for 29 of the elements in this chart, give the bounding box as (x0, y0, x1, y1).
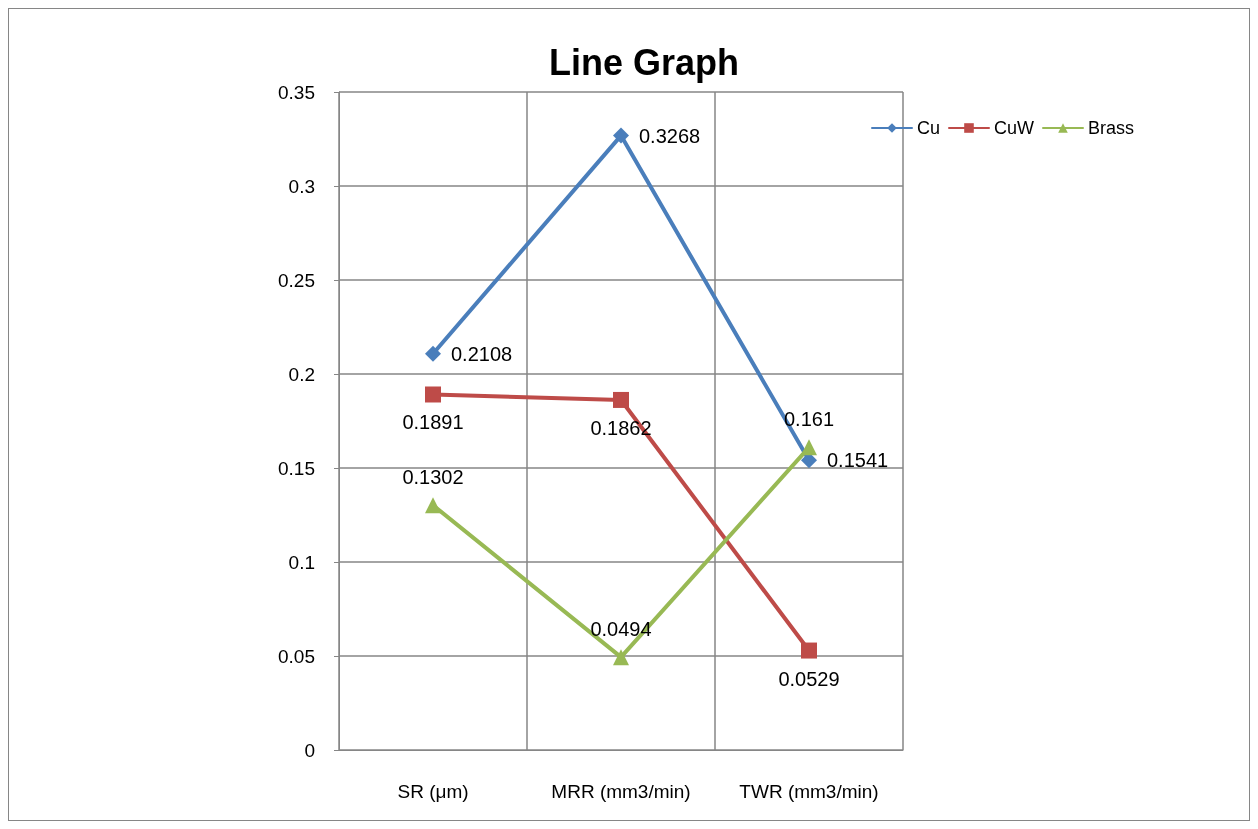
point (801, 642, 817, 659)
point (425, 386, 441, 403)
data-label: 0.0529 (778, 667, 840, 690)
data-label: 0.1302 (402, 466, 464, 489)
legend-label: CuW (993, 118, 1034, 138)
y-tick-label: 0.05 (278, 645, 315, 667)
data-label: 0.1541 (827, 449, 889, 472)
point (613, 649, 629, 666)
y-tick-label: 0.25 (278, 269, 315, 291)
data-label: 0.2108 (451, 342, 513, 365)
point (613, 127, 629, 144)
y-tick-label: 0.2 (288, 363, 315, 385)
y-tick-label: 0.35 (278, 81, 315, 103)
data-label: 0.1891 (402, 411, 464, 434)
y-tick-label: 0.15 (278, 457, 315, 479)
chart-title: Line Graph (548, 41, 740, 83)
data-label: 0.3268 (639, 124, 701, 147)
point (801, 439, 817, 456)
point (425, 345, 441, 362)
y-tick-label: 0.1 (288, 551, 315, 573)
x-tick-label: MRR (mm3/min) (551, 781, 691, 802)
legend-label: Brass (1087, 118, 1134, 138)
point (425, 497, 441, 514)
y-tick-label: 0.3 (288, 175, 315, 197)
x-tick-label: SR (μm) (397, 781, 469, 802)
point (613, 391, 629, 408)
y-tick-label: 0 (304, 739, 315, 761)
x-tick-label: TWR (mm3/min) (739, 781, 879, 802)
legend-label: Cu (916, 118, 940, 138)
